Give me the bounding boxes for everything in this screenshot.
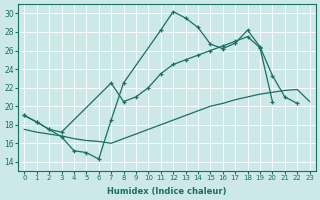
X-axis label: Humidex (Indice chaleur): Humidex (Indice chaleur) <box>107 187 227 196</box>
